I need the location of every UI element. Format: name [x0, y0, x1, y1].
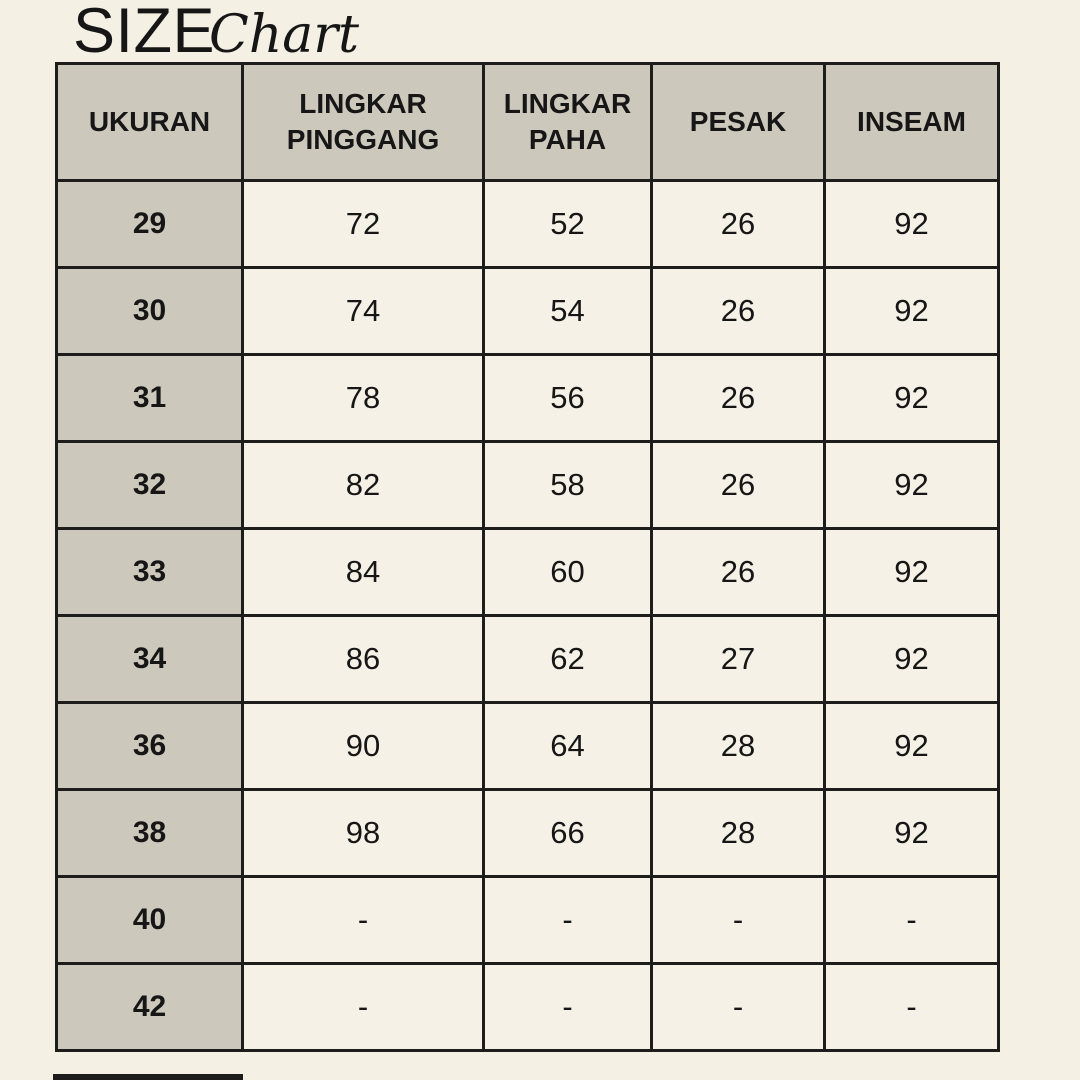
value-cell: - [823, 875, 1000, 965]
title-word-size: SIZE [73, 0, 216, 66]
value-cell: 92 [823, 266, 1000, 356]
value-cell: 58 [482, 440, 653, 530]
header-row: UKURAN LINGKAR PINGGANG LINGKAR PAHA PES… [55, 62, 1000, 182]
value-cell: 26 [650, 179, 826, 269]
value-cell: - [482, 875, 653, 965]
table-header: UKURAN LINGKAR PINGGANG LINGKAR PAHA PES… [55, 62, 1000, 182]
value-cell: 82 [241, 440, 485, 530]
table-row: 31 78 56 26 92 [55, 353, 1000, 443]
table-row: 42- - - - [55, 962, 1000, 1052]
value-cell: - [650, 962, 826, 1052]
value-cell: 98 [241, 788, 485, 878]
value-cell: 92 [823, 614, 1000, 704]
value-cell: 92 [823, 440, 1000, 530]
value-cell: 92 [823, 353, 1000, 443]
value-cell: 78 [241, 353, 485, 443]
value-cell: 60 [482, 527, 653, 617]
value-cell: 52 [482, 179, 653, 269]
value-cell: 92 [823, 701, 1000, 791]
table-row: 33 84 60 26 92 [55, 527, 1000, 617]
size-cell: 40 [55, 875, 244, 965]
value-cell: - [241, 875, 485, 965]
size-cell: 30 [55, 266, 244, 356]
table-row: 32 82 58 26 92 [55, 440, 1000, 530]
value-cell: 26 [650, 440, 826, 530]
size-cell: 32 [55, 440, 244, 530]
title-word-chart: Chart [209, 5, 360, 65]
value-cell: 28 [650, 701, 826, 791]
size-cell: 38 [55, 788, 244, 878]
table-row: 36 90 64 28 92 [55, 701, 1000, 791]
size-cell: 34 [55, 614, 244, 704]
column-header-ukuran: UKURAN [55, 62, 244, 182]
table-row: 29 72 52 26 92 [55, 179, 1000, 269]
value-cell: 92 [823, 788, 1000, 878]
value-cell: 86 [241, 614, 485, 704]
value-cell: 26 [650, 527, 826, 617]
table-row: 40- - - - [55, 875, 1000, 965]
value-cell: 90 [241, 701, 485, 791]
size-chart-table: UKURAN LINGKAR PINGGANG LINGKAR PAHA PES… [55, 62, 1000, 1052]
column-header-inseam: INSEAM [823, 62, 1000, 182]
table-bottom-edge-artifact [53, 1074, 243, 1080]
value-cell: 26 [650, 353, 826, 443]
value-cell: - [482, 962, 653, 1052]
value-cell: 62 [482, 614, 653, 704]
size-cell: 31 [55, 353, 244, 443]
value-cell: 64 [482, 701, 653, 791]
table-body: 29 72 52 26 92 30 74 54 26 92 31 78 56 26 92 32 82 58 26 92… [55, 179, 1000, 1052]
page-title: SIZEChart [73, 0, 359, 63]
value-cell: 92 [823, 527, 1000, 617]
value-cell: - [650, 875, 826, 965]
column-header-pesak: PESAK [650, 62, 826, 182]
size-cell: 42 [55, 962, 244, 1052]
value-cell: 66 [482, 788, 653, 878]
value-cell: 72 [241, 179, 485, 269]
size-cell: 33 [55, 527, 244, 617]
size-cell: 36 [55, 701, 244, 791]
size-cell: 29 [55, 179, 244, 269]
table-row: 38 98 66 28 92 [55, 788, 1000, 878]
value-cell: 28 [650, 788, 826, 878]
table-row: 34 86 62 27 92 [55, 614, 1000, 704]
value-cell: 92 [823, 179, 1000, 269]
value-cell: 56 [482, 353, 653, 443]
column-header-lingkar-paha: LINGKAR PAHA [482, 62, 653, 182]
value-cell: 84 [241, 527, 485, 617]
value-cell: - [823, 962, 1000, 1052]
value-cell: 26 [650, 266, 826, 356]
value-cell: - [241, 962, 485, 1052]
value-cell: 27 [650, 614, 826, 704]
column-header-lingkar-pinggang: LINGKAR PINGGANG [241, 62, 485, 182]
table-row: 30 74 54 26 92 [55, 266, 1000, 356]
value-cell: 54 [482, 266, 653, 356]
value-cell: 74 [241, 266, 485, 356]
